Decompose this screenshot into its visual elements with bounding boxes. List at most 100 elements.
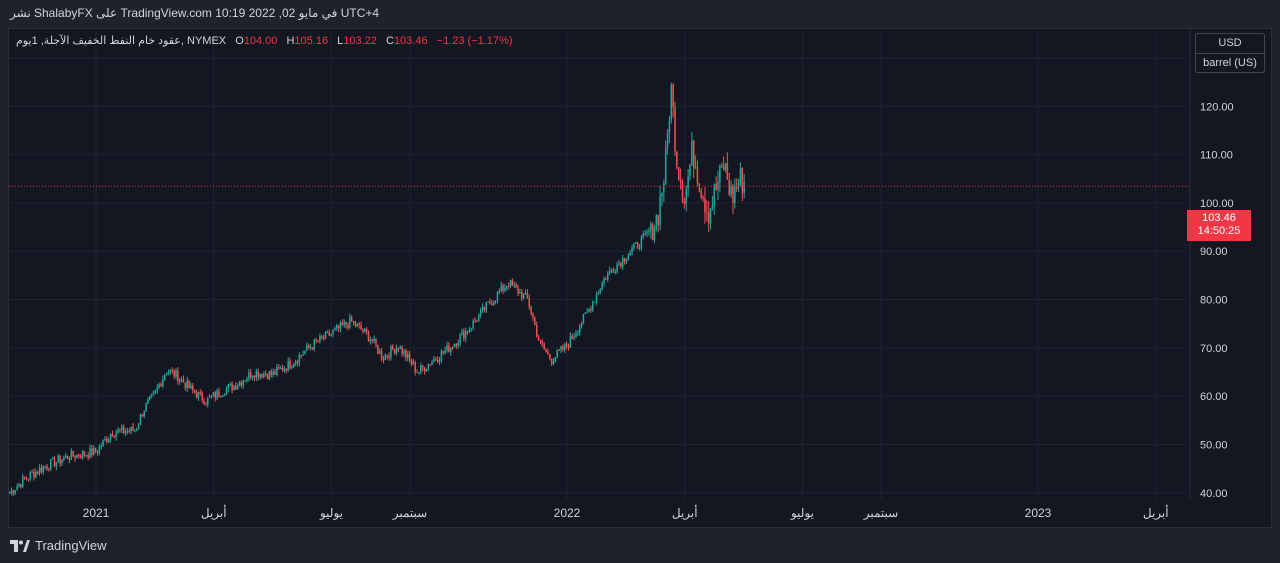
candle-body xyxy=(431,362,433,366)
candle-body xyxy=(294,361,297,365)
candle-body xyxy=(87,454,89,458)
candle-body xyxy=(451,347,454,349)
candle-body xyxy=(255,371,258,378)
candle-body xyxy=(132,426,134,431)
candle-body xyxy=(702,197,704,199)
candle-body xyxy=(700,189,702,198)
candle-body xyxy=(420,365,422,373)
candle-body xyxy=(218,390,220,397)
candle-body xyxy=(330,333,332,336)
candle-body xyxy=(85,454,88,456)
candle-body xyxy=(435,359,437,361)
candle-body xyxy=(659,196,661,226)
candle-body xyxy=(633,243,635,249)
last-price-tag: 103.46 14:50:25 xyxy=(1187,210,1251,241)
candle-body xyxy=(646,231,648,234)
candle-body xyxy=(78,454,80,457)
y-tick-label: 40.00 xyxy=(1200,488,1228,500)
candle-body xyxy=(107,438,110,443)
candle-body xyxy=(276,367,278,375)
candle-body xyxy=(149,395,151,400)
candle-body xyxy=(44,466,46,468)
measure-label: barrel (US) xyxy=(1203,57,1257,69)
candle-body xyxy=(464,331,467,339)
candle-body xyxy=(72,450,74,457)
candle-body xyxy=(216,390,218,399)
candle-body xyxy=(236,386,239,390)
candle-body xyxy=(324,332,327,339)
candle-body xyxy=(612,270,615,273)
candle-body xyxy=(614,271,616,273)
candle-body xyxy=(173,370,175,377)
candle-body xyxy=(444,350,446,353)
candle-body xyxy=(356,323,359,327)
candle-body xyxy=(743,182,745,194)
candle-body xyxy=(35,471,37,478)
candle-body xyxy=(582,314,585,324)
candle-body xyxy=(625,259,628,262)
candle-body xyxy=(238,382,241,387)
candle-body xyxy=(427,364,430,369)
candle-body xyxy=(364,328,366,333)
candle-body xyxy=(33,472,35,478)
candle-body xyxy=(395,347,398,354)
candle-body xyxy=(541,340,544,345)
candle-body xyxy=(253,375,256,378)
candle-body xyxy=(694,167,697,169)
candle-body xyxy=(225,388,228,396)
candle-body xyxy=(530,306,532,314)
candle-body xyxy=(367,332,370,342)
candle-body xyxy=(134,430,136,432)
candle-body xyxy=(182,379,185,383)
candle-body xyxy=(489,301,491,304)
candle-body xyxy=(229,383,231,385)
candle-body xyxy=(590,308,592,311)
candle-body xyxy=(128,430,131,432)
candle-body xyxy=(418,372,420,374)
candle-body xyxy=(491,303,493,306)
open-label: O xyxy=(235,35,244,47)
candle-body xyxy=(517,287,519,294)
candle-body xyxy=(205,404,207,406)
candle-body xyxy=(449,347,452,353)
candle-body xyxy=(459,334,461,343)
candle-body xyxy=(36,471,39,474)
candle-body xyxy=(10,490,13,493)
candle-body xyxy=(586,311,588,313)
candle-body xyxy=(113,436,116,438)
unit-selector[interactable]: USD barrel (US) xyxy=(1195,33,1265,73)
candle-body xyxy=(707,212,710,224)
candle-body xyxy=(421,365,424,368)
candle-body xyxy=(278,367,280,369)
tradingview-logo[interactable]: TradingView xyxy=(10,538,107,553)
candle-body xyxy=(539,340,542,342)
candle-body xyxy=(104,439,106,441)
candle-body xyxy=(177,370,179,382)
candle-body xyxy=(362,329,364,333)
candle-body xyxy=(233,385,235,391)
candle-body xyxy=(390,346,392,358)
candle-body xyxy=(724,163,727,170)
candle-body xyxy=(715,184,717,190)
candle-body xyxy=(414,362,416,372)
candle-body xyxy=(51,458,54,460)
candle-body xyxy=(154,389,157,392)
candle-body xyxy=(147,399,149,404)
candle-body xyxy=(405,350,407,358)
candle-body xyxy=(358,323,360,326)
candle-body xyxy=(347,325,349,328)
candle-body xyxy=(167,371,170,373)
candle-body xyxy=(691,140,693,166)
candle-body xyxy=(728,179,730,195)
candle-body xyxy=(577,332,579,334)
candle-body xyxy=(653,227,656,240)
candle-body xyxy=(317,341,319,343)
candle-body xyxy=(644,233,646,235)
candle-body xyxy=(160,384,162,387)
x-tick-label: 2021 xyxy=(83,506,110,520)
candle-body xyxy=(212,392,215,396)
candle-body xyxy=(102,440,104,447)
candle-body xyxy=(279,367,282,369)
candle-body xyxy=(8,492,11,494)
